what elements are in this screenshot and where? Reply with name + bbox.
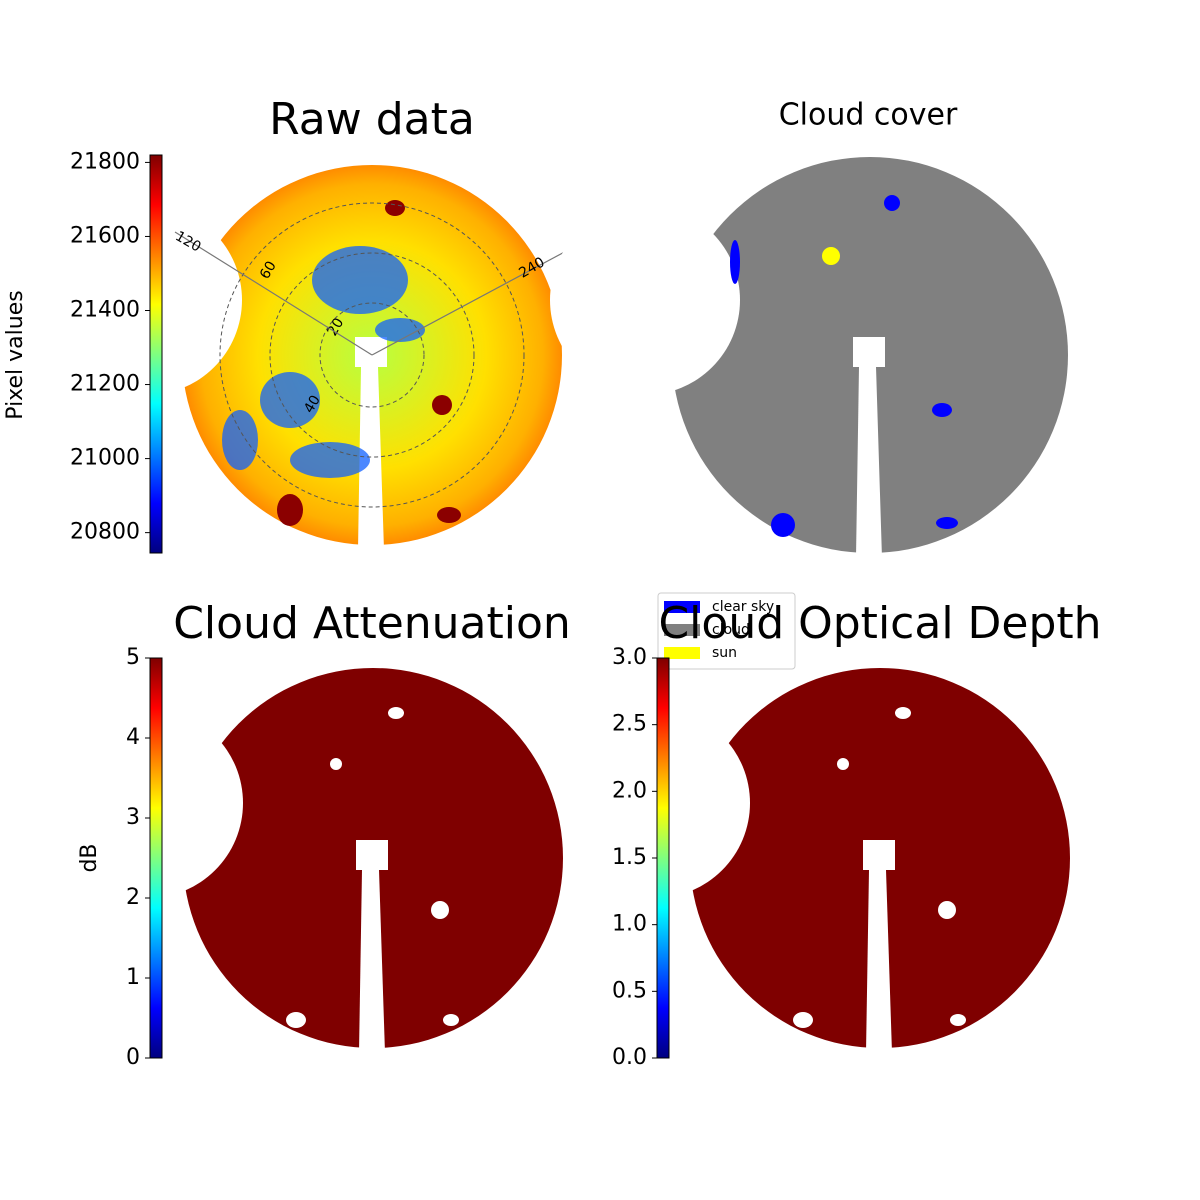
bright-patch: [277, 494, 303, 526]
colorbar-tick-label: 2.0: [612, 778, 647, 803]
panel-title: Cloud Optical Depth: [658, 598, 1101, 649]
clear-patch: [730, 240, 740, 284]
masked-patch: [938, 901, 956, 919]
masked-patch: [286, 1012, 306, 1028]
clear-patch: [375, 318, 425, 342]
arm-head: [863, 840, 895, 870]
legend: clear sky cloud sun: [657, 592, 796, 670]
masked-patch: [388, 707, 404, 719]
obstruction: [52, 205, 242, 395]
clear-patch: [222, 410, 258, 470]
clear-patch: [936, 517, 958, 529]
legend-swatch: [664, 624, 700, 636]
panel: Cloud Attenuation 0 1 2 3 4 5 dB: [53, 598, 571, 1070]
colorbar-tick-label: 21800: [70, 149, 140, 174]
masked-patch: [793, 1012, 813, 1028]
colorbar-tick-label: 1.5: [612, 845, 647, 870]
arm: [856, 367, 882, 558]
panel-title: Cloud Attenuation: [173, 598, 571, 649]
arm-head: [355, 337, 387, 367]
arm: [866, 870, 892, 1053]
polar-ring: [269, 252, 475, 458]
legend-label: clear sky: [712, 599, 774, 615]
panel-title: Raw data: [269, 94, 475, 145]
colorbar-tick-label: 21400: [70, 297, 140, 322]
colorbar-tick-label: 20800: [70, 520, 140, 545]
legend-label: sun: [712, 645, 737, 661]
sun: [822, 247, 840, 265]
colorbar-label: dB: [77, 843, 102, 872]
arm-head: [356, 840, 388, 870]
obstruction: [53, 708, 243, 898]
panel: Raw data20406012024020800210002120021400…: [3, 94, 573, 554]
colorbar-tick-label: 2: [126, 885, 140, 910]
masked-patch: [950, 1014, 966, 1026]
colorbar-tick-label: 3: [126, 805, 140, 830]
colorbar-tick-label: 21600: [70, 223, 140, 248]
ring-label: 20: [325, 315, 348, 338]
clear-patch: [932, 403, 952, 417]
colorbar-label: Pixel values: [3, 290, 28, 419]
colorbar-tick-label: 0.5: [612, 978, 647, 1003]
ring-label: 60: [257, 259, 280, 282]
masked-patch: [837, 758, 849, 770]
colorbar-tick-label: 0: [126, 1045, 140, 1070]
colorbar-tick-label: 2.5: [612, 712, 647, 737]
arm: [359, 870, 385, 1053]
bright-patch: [437, 507, 461, 523]
legend-label: cloud: [712, 622, 750, 638]
clear-patch: [312, 246, 408, 314]
colorbar: [656, 657, 670, 1059]
bright-patch: [385, 200, 405, 216]
masked-patch: [431, 901, 449, 919]
masked-patch: [330, 758, 342, 770]
colorbar-tick-label: 21000: [70, 446, 140, 471]
colorbar-tick-label: 0.0: [612, 1045, 647, 1070]
legend-swatch: [664, 601, 700, 613]
obstruction: [550, 205, 740, 395]
polar-ring: [219, 202, 525, 508]
colorbar: [149, 154, 163, 554]
panel-title: Cloud cover: [779, 98, 958, 133]
colorbar-tick-label: 21200: [70, 372, 140, 397]
colorbar-tick-label: 1.0: [612, 912, 647, 937]
masked-patch: [443, 1014, 459, 1026]
obstruction: [560, 708, 750, 898]
panel: Cloud Optical Depth 0.0 0.5 1.0 1.5 2.0 2.5 3.0: [560, 598, 1102, 1070]
bright-patch: [432, 395, 452, 415]
clear-patch: [771, 513, 795, 537]
panel: Cloud cover: [550, 98, 1068, 558]
clear-patch: [290, 442, 370, 478]
masked-patch: [895, 707, 911, 719]
arm-head: [853, 337, 885, 367]
sky-image: [53, 668, 563, 1053]
colorbar-tick-label: 4: [126, 725, 140, 750]
polar-ring: [319, 302, 425, 408]
sky-image: [550, 157, 1068, 558]
sky-image: [560, 668, 1070, 1053]
colorbar-tick-label: 3.0: [612, 645, 647, 670]
azimuth-line: [174, 231, 373, 356]
ring-label: 40: [301, 393, 324, 416]
azimuth-line: [371, 247, 573, 356]
colorbar: [149, 657, 163, 1059]
legend-swatch: [664, 647, 700, 659]
colorbar-tick-label: 5: [126, 645, 140, 670]
colorbar-tick-label: 1: [126, 965, 140, 990]
arm: [358, 367, 384, 550]
clear-patch: [884, 195, 900, 211]
